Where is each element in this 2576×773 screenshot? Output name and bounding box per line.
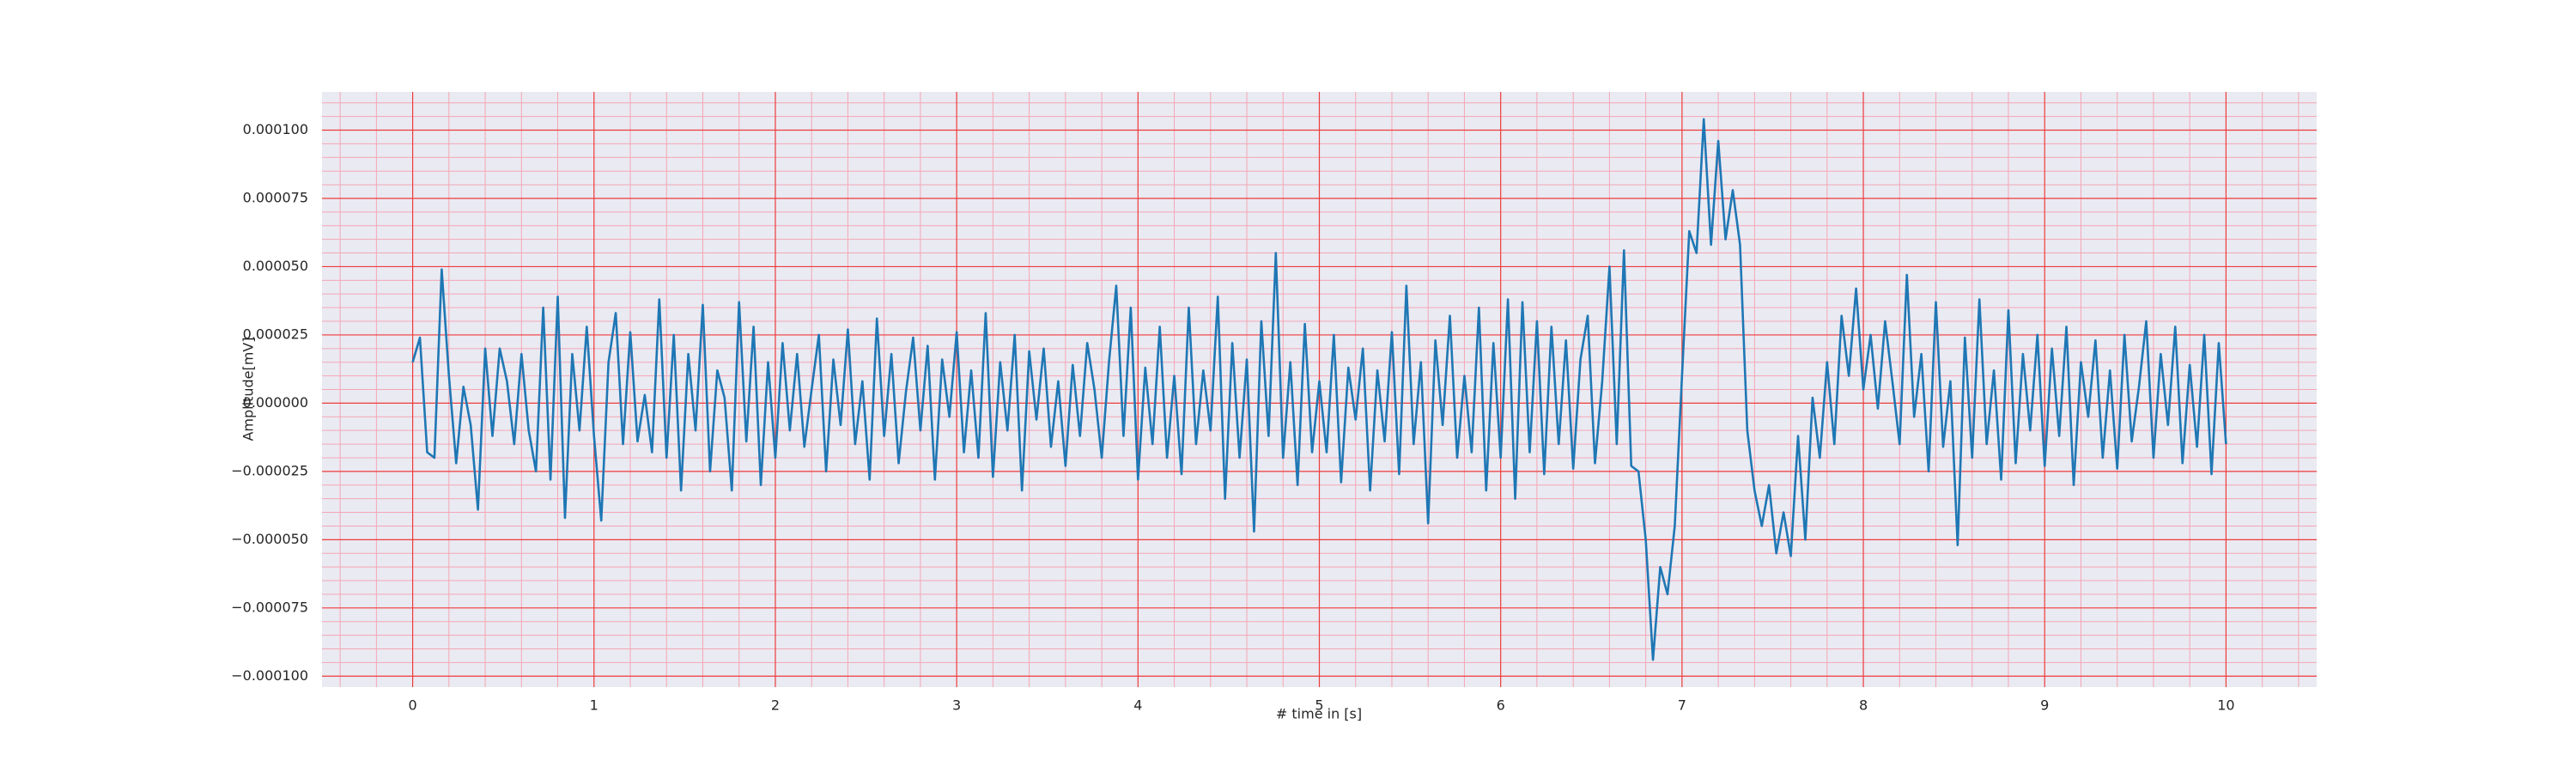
x-tick-label: 4 — [1133, 697, 1142, 714]
y-tick-label: 0.000075 — [243, 189, 308, 205]
y-tick-label: −0.000025 — [231, 462, 308, 478]
signal-line — [411, 118, 2227, 661]
x-tick-label: 3 — [952, 697, 961, 714]
x-axis-label: # time in [s] — [1276, 706, 1362, 722]
x-tick-label: 6 — [1497, 697, 1505, 714]
y-tick-label: 0.000000 — [243, 394, 308, 411]
x-tick-label: 2 — [771, 697, 780, 714]
y-axis-label: Amplitude[mV] — [240, 337, 257, 441]
y-tick-label: 0.000050 — [243, 258, 308, 274]
x-tick-label: 9 — [2040, 697, 2049, 714]
y-tick-label: −0.000100 — [231, 667, 308, 684]
y-tick-label: −0.000050 — [231, 531, 308, 547]
x-tick-label: 5 — [1315, 697, 1323, 714]
x-tick-label: 0 — [408, 697, 416, 714]
y-tick-label: −0.000075 — [231, 599, 308, 615]
y-tick-label: 0.000100 — [243, 121, 308, 137]
x-tick-label: 1 — [590, 697, 598, 714]
y-tick-label: 0.000025 — [243, 326, 308, 342]
x-tick-label: 8 — [1859, 697, 1868, 714]
x-tick-label: 10 — [2217, 697, 2234, 714]
x-tick-label: 7 — [1678, 697, 1686, 714]
